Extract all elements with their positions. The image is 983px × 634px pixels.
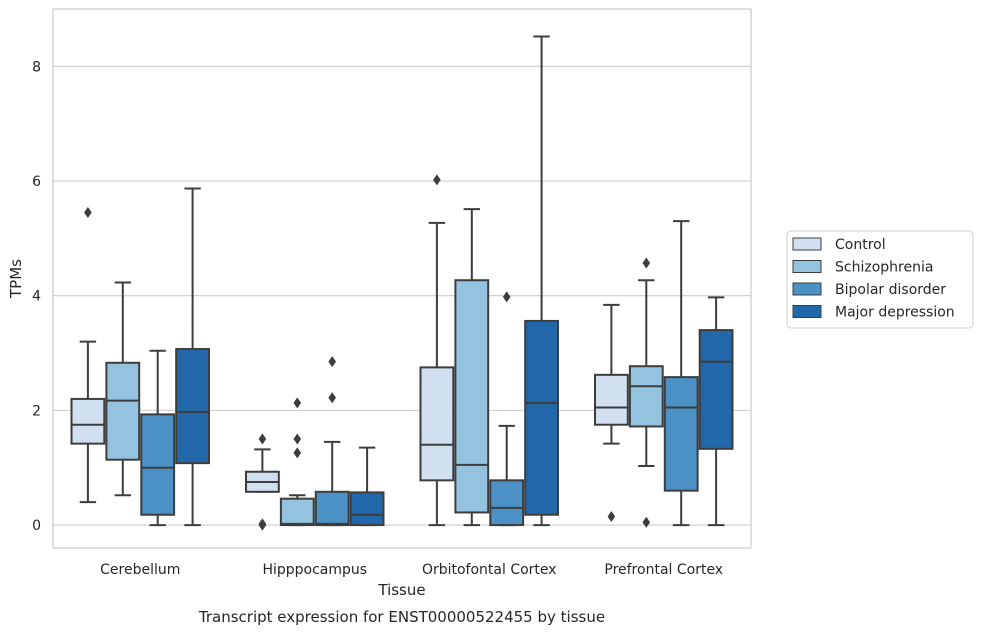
legend-label: Bipolar disorder bbox=[835, 282, 946, 298]
y-tick-label: 8 bbox=[32, 59, 41, 75]
legend-frame bbox=[786, 230, 974, 329]
iqr-box bbox=[140, 413, 176, 516]
outlier-point bbox=[328, 392, 336, 404]
y-tick-label: 6 bbox=[32, 174, 41, 190]
box-schizophrenia bbox=[279, 397, 315, 527]
y-tick-label: 0 bbox=[32, 518, 41, 534]
iqr-box bbox=[70, 397, 106, 445]
plot-frame bbox=[52, 8, 752, 549]
outlier-point bbox=[642, 257, 651, 269]
outlier-point bbox=[433, 174, 441, 186]
iqr-box bbox=[314, 490, 350, 527]
plot-area bbox=[70, 35, 734, 531]
box-schizophrenia bbox=[628, 257, 664, 528]
legend-label: Schizophrenia bbox=[835, 260, 933, 276]
iqr-box bbox=[489, 479, 525, 527]
box-control bbox=[593, 303, 629, 522]
outlier-point bbox=[293, 397, 302, 409]
iqr-box bbox=[628, 365, 664, 428]
outlier-point bbox=[328, 356, 336, 368]
chart-caption: Transcript expression for ENST0000052245… bbox=[198, 608, 605, 626]
legend-label: Control bbox=[835, 237, 886, 253]
box-bipolar-disorder bbox=[140, 349, 176, 527]
outlier-point bbox=[293, 433, 302, 445]
box-control bbox=[244, 433, 280, 531]
x-axis: Cerebellum Hipppocampus Orbitofontal Corte… bbox=[100, 562, 723, 578]
iqr-box bbox=[454, 279, 490, 514]
box-bipolar-disorder bbox=[663, 220, 699, 527]
legend-swatch bbox=[792, 237, 822, 251]
box-schizophrenia bbox=[105, 281, 141, 497]
outlier-point bbox=[502, 291, 511, 303]
iqr-box bbox=[175, 348, 211, 465]
outlier-point bbox=[84, 207, 92, 219]
legend: Control Schizophrenia Bipolar disorder Majo… bbox=[786, 230, 974, 329]
iqr-box bbox=[279, 497, 315, 527]
box-bipolar-disorder bbox=[314, 356, 350, 527]
iqr-box bbox=[593, 373, 629, 426]
box-control bbox=[419, 174, 455, 527]
outlier-point bbox=[258, 433, 267, 445]
iqr-box bbox=[698, 329, 734, 450]
box-schizophrenia bbox=[454, 208, 490, 527]
y-tick-label: 2 bbox=[32, 403, 41, 419]
box-major-depression bbox=[175, 187, 211, 527]
x-tick-label: Hipppocampus bbox=[262, 562, 367, 578]
iqr-box bbox=[524, 319, 560, 516]
legend-swatch bbox=[792, 305, 822, 318]
box-control bbox=[70, 207, 106, 504]
x-axis-title: Tissue bbox=[377, 581, 425, 599]
y-axis: 0 2 4 6 8 bbox=[32, 59, 41, 534]
outlier-point bbox=[258, 518, 267, 530]
iqr-box bbox=[663, 376, 699, 492]
legend-label: Major depression bbox=[835, 305, 955, 321]
iqr-box bbox=[419, 366, 455, 482]
iqr-box bbox=[105, 361, 141, 461]
x-tick-label: Cerebellum bbox=[100, 562, 180, 578]
outlier-point bbox=[607, 510, 616, 522]
box-bipolar-disorder bbox=[489, 291, 525, 527]
box-major-depression bbox=[349, 446, 385, 527]
box-major-depression bbox=[698, 296, 734, 527]
y-axis-title: TPMs bbox=[7, 259, 25, 299]
iqr-box bbox=[349, 491, 385, 527]
legend-swatch bbox=[792, 260, 822, 273]
x-tick-label: Prefrontal Cortex bbox=[604, 562, 723, 578]
legend-swatch bbox=[792, 282, 822, 296]
outlier-point bbox=[293, 447, 302, 459]
outlier-point bbox=[642, 516, 651, 528]
x-tick-label: Orbitofontal Cortex bbox=[422, 562, 557, 578]
box-major-depression bbox=[524, 35, 560, 527]
y-tick-label: 4 bbox=[32, 289, 41, 305]
